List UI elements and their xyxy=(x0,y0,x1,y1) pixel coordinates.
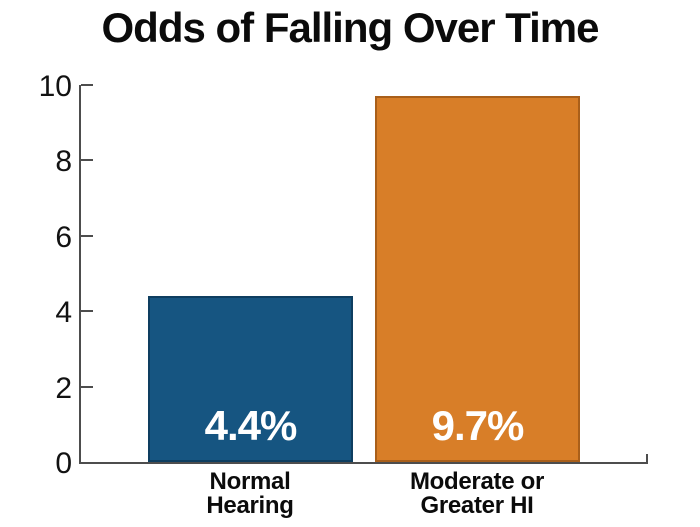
y-axis-tick-label: 4 xyxy=(55,296,72,330)
x-category-label-moderate-greater-hi: Moderate or Greater HI xyxy=(409,468,545,520)
y-axis-tick xyxy=(81,310,93,313)
bar-moderate-greater-hi: 9.7% xyxy=(375,96,580,462)
x-axis-end-tick xyxy=(646,454,648,462)
x-category-label-normal-hearing: Normal Hearing xyxy=(206,468,294,520)
y-axis-tick xyxy=(81,385,93,388)
y-axis-tick-label: 8 xyxy=(55,145,72,179)
bar-value-label: 4.4% xyxy=(204,402,298,449)
bar-normal-hearing: 4.4% xyxy=(148,296,353,462)
y-axis-tick-label: 2 xyxy=(55,371,72,405)
chart-title: Odds of Falling Over Time xyxy=(101,4,600,51)
y-axis-tick xyxy=(81,234,93,237)
y-axis-tick xyxy=(81,159,93,162)
y-axis-tick-label: 10 xyxy=(38,70,72,103)
plot-area: 4.4% 9.7% xyxy=(79,84,648,464)
y-axis-tick xyxy=(81,84,93,86)
bar-value-label: 9.7% xyxy=(431,402,525,449)
y-axis-tick-label: 0 xyxy=(55,447,72,480)
y-axis-tick-label: 6 xyxy=(55,220,72,254)
